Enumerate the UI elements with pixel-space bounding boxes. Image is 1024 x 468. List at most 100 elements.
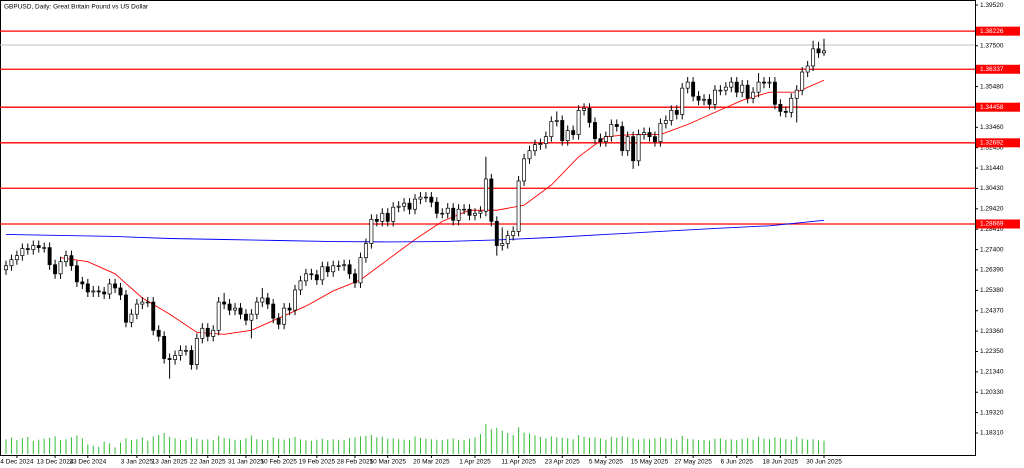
candle-body <box>189 350 194 365</box>
candle-body <box>69 255 74 267</box>
y-tick-label: 1.27400 <box>980 246 1004 253</box>
y-tick-label: 1.29420 <box>980 206 1004 213</box>
x-tick-label: 11 Apr 2025 <box>501 459 536 466</box>
candle-body <box>396 205 401 208</box>
candle-body <box>549 121 554 137</box>
x-tick-label: 15 May 2025 <box>631 459 669 466</box>
candle-body <box>745 84 750 99</box>
candle-body <box>385 212 390 222</box>
y-tick-label: 1.31440 <box>980 165 1004 172</box>
candle-body <box>129 313 134 323</box>
candle-body <box>331 265 336 273</box>
candle-body <box>582 108 587 111</box>
candle-body <box>576 110 581 135</box>
candle-body <box>271 303 276 319</box>
level-label-box <box>976 64 1020 74</box>
level-label-box <box>976 26 1020 36</box>
candle-body <box>429 196 434 203</box>
candle-body <box>336 265 341 267</box>
candle-body <box>47 247 52 266</box>
candle-body <box>620 126 625 152</box>
candle-body <box>598 138 603 142</box>
candle-body <box>282 307 287 325</box>
x-tick-label: 23 Apr 2025 <box>545 459 580 466</box>
candle-body <box>674 110 679 115</box>
candle-body <box>702 98 706 101</box>
candle-body <box>762 81 766 84</box>
candle-body <box>184 350 188 352</box>
candle-body <box>216 301 221 331</box>
x-tick-label: 19 Feb 2025 <box>299 459 336 466</box>
candle-body <box>347 264 352 275</box>
candle-body <box>734 81 739 93</box>
candle-body <box>9 259 14 267</box>
candle-body <box>614 124 619 127</box>
candle-body <box>756 81 761 93</box>
candle-body <box>20 248 25 256</box>
candle-body <box>391 206 396 222</box>
candle-body <box>276 317 281 325</box>
candle-body <box>156 329 161 337</box>
candle-body <box>473 212 477 216</box>
y-tick-label: 1.32450 <box>980 144 1004 151</box>
plot-frame <box>0 0 976 456</box>
candle-body <box>500 243 505 246</box>
candle-body <box>413 198 417 210</box>
candle-body <box>309 273 314 276</box>
candle-body <box>227 303 232 311</box>
candle-body <box>96 290 101 293</box>
candle-body <box>511 231 516 236</box>
candle-body <box>478 210 483 214</box>
candle-body <box>587 108 592 123</box>
candle-body <box>712 89 717 105</box>
candle-body <box>418 196 423 200</box>
y-tick-label: 1.25380 <box>980 287 1004 294</box>
x-tick-label: 6 Jun 2025 <box>721 459 754 466</box>
candle-body <box>211 329 216 337</box>
y-tick-label: 1.22350 <box>980 348 1004 355</box>
candle-body <box>811 48 816 67</box>
candle-body <box>794 89 799 99</box>
y-tick-label: 1.30430 <box>980 185 1004 192</box>
y-tick-label: 1.26390 <box>980 267 1004 274</box>
candle-body <box>402 202 407 207</box>
candle-body <box>298 280 303 291</box>
candle-body <box>140 301 145 305</box>
candle-body <box>194 338 199 365</box>
y-tick-label: 1.33460 <box>980 124 1004 131</box>
y-tick-label: 1.35480 <box>980 83 1004 90</box>
candle-body <box>729 81 734 88</box>
x-tick-label: 4 Dec 2024 <box>0 459 34 466</box>
candle-body <box>249 313 254 321</box>
candle-body <box>134 303 139 315</box>
candle-body <box>200 327 205 339</box>
candle-body <box>822 50 826 54</box>
candle-body <box>816 48 821 54</box>
y-tick-label: 1.19320 <box>980 409 1004 416</box>
y-tick-label: 1.24370 <box>980 307 1004 314</box>
candle-body <box>560 120 565 141</box>
candle-body <box>483 178 488 212</box>
level-label-box <box>976 102 1020 112</box>
candle-body <box>543 136 548 145</box>
candle-body <box>353 273 357 284</box>
x-tick-label: 20 Mar 2025 <box>413 459 450 466</box>
candle-body <box>74 265 79 283</box>
candle-body <box>451 207 456 221</box>
x-tick-label: 13 Dec 2024 <box>37 459 74 466</box>
candle-body <box>254 301 259 315</box>
candle-body <box>42 247 47 249</box>
candle-body <box>609 124 614 137</box>
candle-body <box>740 84 745 93</box>
candle-body <box>718 89 723 92</box>
level-label: 1.38226 <box>980 28 1004 35</box>
level-label-box <box>976 219 1020 229</box>
candle-body <box>767 81 772 84</box>
x-tick-label: 10 Mar 2025 <box>369 459 406 466</box>
candle-body <box>4 265 8 271</box>
candle-body <box>631 136 636 162</box>
candle-body <box>516 180 521 232</box>
candle-body <box>36 245 41 248</box>
x-tick-label: 28 Feb 2025 <box>337 459 374 466</box>
